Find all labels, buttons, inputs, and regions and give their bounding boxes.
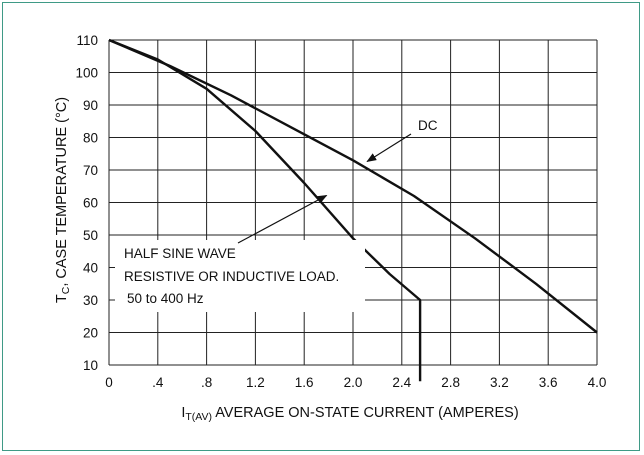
annotations: DC HALF SINE WAVE RESISTIVE OR INDUCTIVE L… xyxy=(115,118,438,312)
x-tick-labels: 0 .4 .8 1.2 1.6 2.0 2.4 2.8 3.2 3.6 4.0 xyxy=(105,375,606,390)
y-tick-label-2: 30 xyxy=(83,293,98,308)
x-tick-label-5: 2.0 xyxy=(344,375,363,390)
half-sine-note-box xyxy=(115,240,365,312)
x-tick-label-6: 2.4 xyxy=(392,375,411,390)
y-tick-label-6: 70 xyxy=(83,163,98,178)
x-tick-label-4: 1.6 xyxy=(295,375,314,390)
x-axis-label: IT(AV) AVERAGE ON-STATE CURRENT (AMPERES… xyxy=(181,405,518,423)
half-sine-leader-arrow xyxy=(237,194,328,244)
half-sine-note-line-0: HALF SINE WAVE xyxy=(124,246,236,261)
y-tick-label-7: 80 xyxy=(83,131,98,146)
dc-label: DC xyxy=(418,118,438,133)
x-tick-label-3: 1.2 xyxy=(246,375,265,390)
y-tick-label-0: 10 xyxy=(83,358,98,373)
x-tick-label-1: .4 xyxy=(152,375,164,390)
y-tick-label-5: 60 xyxy=(83,196,98,211)
y-tick-label-4: 50 xyxy=(83,228,98,243)
y-tick-labels: 10 20 30 40 50 60 70 80 90 100 110 xyxy=(75,33,98,373)
series-line-dc xyxy=(108,38,598,334)
x-tick-label-0: 0 xyxy=(105,375,113,390)
y-tick-label-8: 90 xyxy=(83,98,98,113)
y-axis-label: TC, CASE TEMPERATURE (°C) xyxy=(54,97,72,303)
x-tick-label-10: 4.0 xyxy=(588,375,607,390)
half-sine-note-line-1: RESISTIVE OR INDUCTIVE LOAD. xyxy=(124,269,339,284)
half-sine-note-line-2: 50 to 400 Hz xyxy=(127,291,204,306)
y-tick-label-3: 40 xyxy=(83,261,98,276)
y-tick-label-9: 100 xyxy=(75,66,98,81)
series-lines xyxy=(108,38,598,382)
x-tick-label-7: 2.8 xyxy=(441,375,460,390)
x-tick-label-8: 3.2 xyxy=(490,375,509,390)
dc-leader-arrow xyxy=(366,133,412,163)
x-tick-label-9: 3.6 xyxy=(539,375,558,390)
y-tick-label-10: 110 xyxy=(76,33,98,48)
y-tick-label-1: 20 xyxy=(83,326,98,341)
series-line-half-sine xyxy=(108,38,422,382)
x-tick-label-2: .8 xyxy=(201,375,212,390)
